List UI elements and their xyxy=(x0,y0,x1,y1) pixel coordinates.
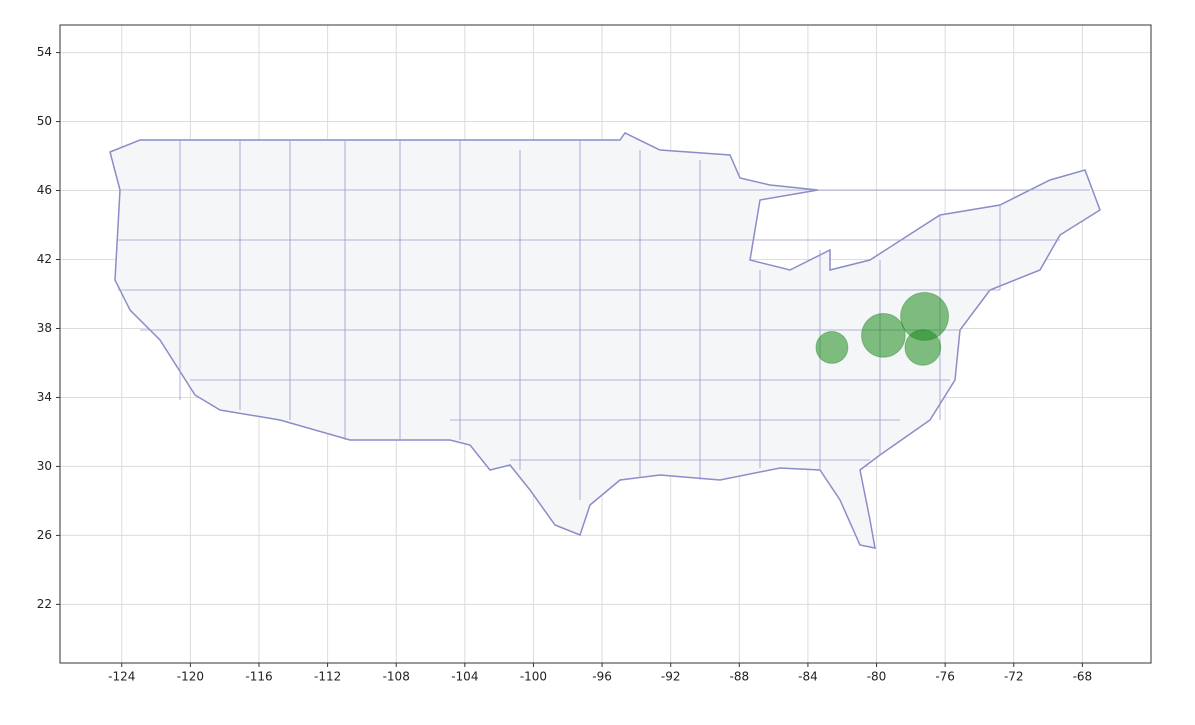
y-tick-label: 22 xyxy=(37,597,52,611)
x-tick-label: -84 xyxy=(798,670,818,684)
ticks: -124 -120 -116 -112 -108 -104 -100 -96 -92 -88 -84… xyxy=(37,45,1092,683)
x-tick-label: -80 xyxy=(867,670,887,684)
x-tick-label: -96 xyxy=(592,670,612,684)
x-tick-label: -120 xyxy=(177,670,204,684)
y-tick-label: 50 xyxy=(37,114,52,128)
x-tick-label: -108 xyxy=(383,670,410,684)
y-tick-label: 30 xyxy=(37,459,52,473)
x-tick-label: -116 xyxy=(245,670,272,684)
x-tick-label: -68 xyxy=(1073,670,1093,684)
x-tick-label: -72 xyxy=(1004,670,1024,684)
point xyxy=(861,313,906,358)
plot-frame xyxy=(59,24,1152,664)
x-tick-label: -76 xyxy=(935,670,955,684)
y-tick-label: 38 xyxy=(37,321,52,335)
points xyxy=(815,291,950,366)
x-tick-label: -100 xyxy=(520,670,547,684)
y-tick-label: 42 xyxy=(37,252,52,266)
y-tick-label: 34 xyxy=(37,390,52,404)
x-tick-label: -88 xyxy=(729,670,749,684)
y-tick-label: 54 xyxy=(37,45,52,59)
x-tick-label: -112 xyxy=(314,670,341,684)
point xyxy=(904,329,942,366)
x-tick-label: -92 xyxy=(661,670,681,684)
y-tick-label: 46 xyxy=(37,183,52,197)
x-tick-label: -124 xyxy=(108,670,135,684)
point xyxy=(815,330,849,364)
y-tick-label: 26 xyxy=(37,528,52,542)
x-tick-label: -104 xyxy=(451,670,478,684)
